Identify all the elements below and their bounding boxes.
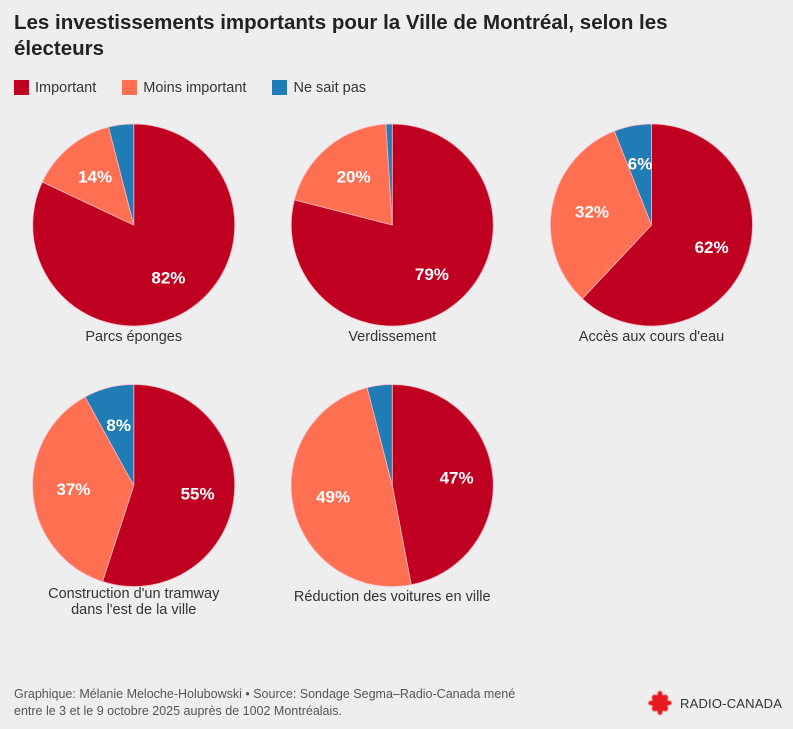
svg-text:37%: 37% bbox=[56, 480, 90, 499]
svg-text:79%: 79% bbox=[415, 265, 449, 284]
svg-text:6%: 6% bbox=[628, 155, 653, 174]
svg-text:32%: 32% bbox=[575, 203, 609, 222]
svg-text:14%: 14% bbox=[78, 167, 112, 186]
svg-text:20%: 20% bbox=[337, 167, 371, 186]
svg-text:55%: 55% bbox=[181, 485, 215, 504]
svg-text:62%: 62% bbox=[695, 238, 729, 257]
svg-text:49%: 49% bbox=[316, 488, 350, 507]
svg-text:8%: 8% bbox=[106, 416, 131, 435]
svg-text:82%: 82% bbox=[151, 269, 185, 288]
svg-text:47%: 47% bbox=[440, 468, 474, 487]
